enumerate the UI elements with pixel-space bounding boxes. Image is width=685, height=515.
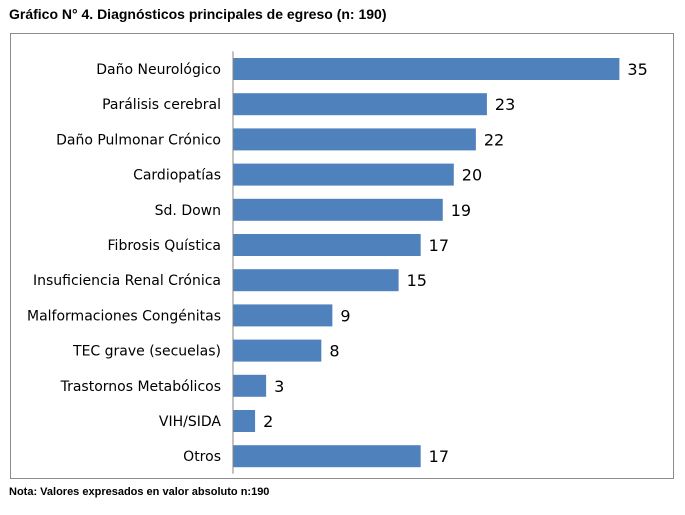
bar xyxy=(233,410,256,432)
bar xyxy=(233,198,443,221)
category-labels: Daño Neurológico Parálisis cerebral Daño P… xyxy=(27,62,221,465)
category-label: VIH/SIDA xyxy=(159,414,222,430)
bar xyxy=(233,93,487,116)
data-label: 8 xyxy=(329,342,339,361)
bar xyxy=(233,234,421,256)
category-label: TEC grave (secuelas) xyxy=(72,344,221,360)
bar xyxy=(233,374,267,397)
category-label: Cardiopatías xyxy=(133,168,221,184)
category-label: Fibrosis Quística xyxy=(108,238,221,254)
data-label: 17 xyxy=(429,447,449,466)
data-label: 9 xyxy=(340,306,350,325)
data-label: 15 xyxy=(407,271,427,290)
category-label: Daño Pulmonar Crónico xyxy=(56,132,221,148)
bars xyxy=(233,58,620,468)
data-label: 3 xyxy=(274,377,284,396)
data-label: 23 xyxy=(495,95,515,114)
bar xyxy=(233,163,454,186)
category-label: Malformaciones Congénitas xyxy=(27,308,221,324)
data-label: 20 xyxy=(462,166,482,185)
chart-title: Gráfico N° 4. Diagnósticos principales d… xyxy=(9,6,387,22)
bar xyxy=(233,58,620,80)
footnote: Nota: Valores expresados en valor absolu… xyxy=(9,486,270,498)
bar xyxy=(233,304,333,327)
data-label: 2 xyxy=(263,412,273,431)
category-label: Insuficiencia Renal Crónica xyxy=(33,273,221,289)
data-label: 17 xyxy=(429,236,449,255)
category-label: Sd. Down xyxy=(155,203,221,219)
bar xyxy=(233,339,322,362)
category-label: Daño Neurológico xyxy=(96,62,221,78)
bar-chart: Daño Neurológico Parálisis cerebral Daño P… xyxy=(27,51,648,474)
category-label: Parálisis cerebral xyxy=(102,97,221,113)
data-label: 19 xyxy=(451,201,471,220)
bar xyxy=(233,269,399,292)
chart-frame: Daño Neurológico Parálisis cerebral Daño P… xyxy=(10,33,674,479)
data-label: 22 xyxy=(484,130,504,149)
category-label: Otros xyxy=(183,449,221,465)
category-label: Trastornos Metabólicos xyxy=(60,379,221,395)
data-label: 35 xyxy=(627,60,647,79)
bar xyxy=(233,128,476,151)
bar xyxy=(233,445,421,468)
